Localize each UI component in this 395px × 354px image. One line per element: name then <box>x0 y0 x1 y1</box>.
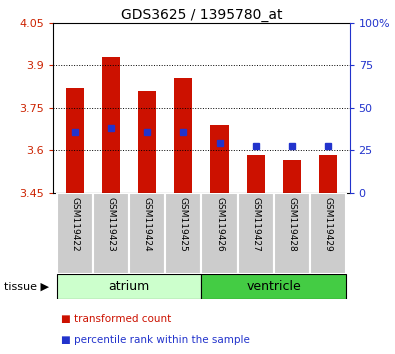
Text: atrium: atrium <box>109 280 150 293</box>
Bar <box>138 91 156 193</box>
Bar <box>129 193 166 274</box>
Bar <box>319 155 337 193</box>
Bar <box>246 155 265 193</box>
Bar <box>57 193 93 274</box>
Title: GDS3625 / 1395780_at: GDS3625 / 1395780_at <box>121 8 282 22</box>
Text: GSM119429: GSM119429 <box>324 197 333 252</box>
Bar <box>211 125 229 193</box>
Bar <box>283 160 301 193</box>
Bar <box>274 193 310 274</box>
Bar <box>201 274 346 299</box>
Text: GSM119426: GSM119426 <box>215 197 224 252</box>
Bar <box>237 193 274 274</box>
Text: ventricle: ventricle <box>246 280 301 293</box>
Bar <box>93 193 129 274</box>
Text: tissue ▶: tissue ▶ <box>4 282 49 292</box>
Bar <box>66 88 84 193</box>
Text: GSM119424: GSM119424 <box>143 197 152 252</box>
Bar <box>57 274 201 299</box>
Bar <box>310 193 346 274</box>
Text: GSM119422: GSM119422 <box>70 197 79 252</box>
Bar <box>166 193 201 274</box>
Text: GSM119425: GSM119425 <box>179 197 188 252</box>
Bar <box>102 57 120 193</box>
Text: GSM119423: GSM119423 <box>107 197 116 252</box>
Bar <box>174 78 192 193</box>
Text: GSM119427: GSM119427 <box>251 197 260 252</box>
Text: GSM119428: GSM119428 <box>287 197 296 252</box>
Bar <box>201 193 237 274</box>
Text: ■ percentile rank within the sample: ■ percentile rank within the sample <box>61 335 250 345</box>
Text: ■ transformed count: ■ transformed count <box>61 314 171 324</box>
